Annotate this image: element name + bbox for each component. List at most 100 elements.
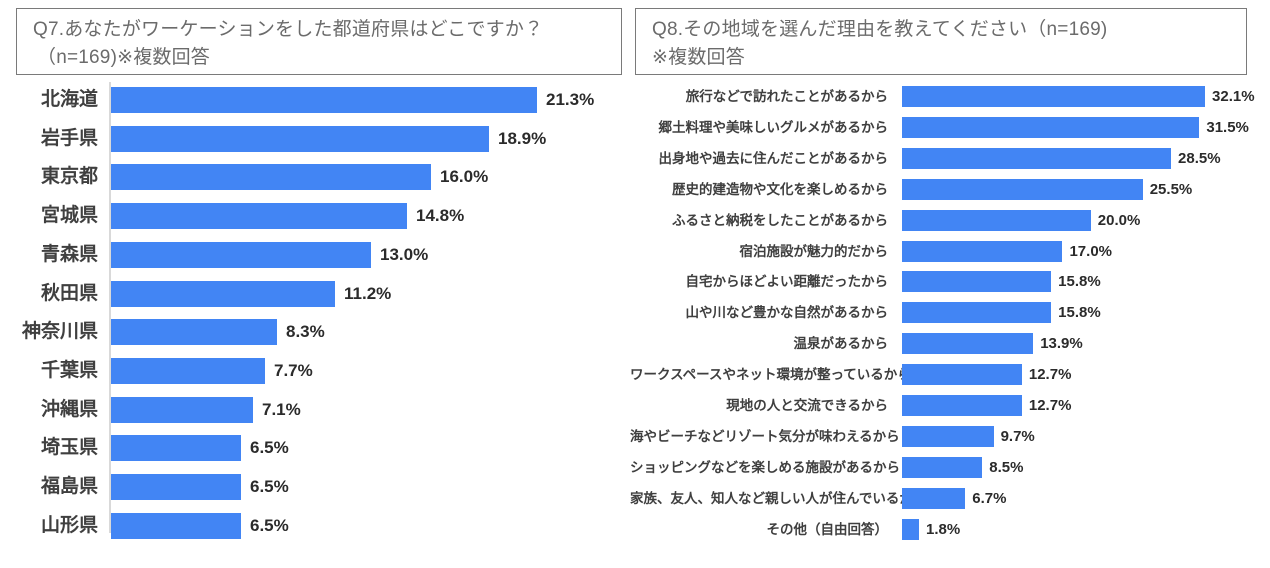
bar xyxy=(902,333,1034,355)
value-label: 15.8% xyxy=(1058,304,1101,322)
bar xyxy=(902,487,966,509)
category-label: 郷土料理や美味しいグルメがあるから xyxy=(658,119,889,135)
chart-row: 埼玉県 6.5% xyxy=(0,430,630,466)
category-label: 旅行などで訪れたことがあるから xyxy=(685,89,888,104)
bar xyxy=(902,116,1200,138)
chart-row: 出身地や過去に住んだことがあるから 28.5% xyxy=(630,144,1270,173)
chart-row: 現地の人と交流できるから 12.7% xyxy=(630,391,1270,420)
question-7-title-line-2: （n=169)※複数回答 xyxy=(37,46,211,68)
bar xyxy=(111,435,241,462)
value-label: 17.0% xyxy=(1069,242,1113,260)
bar xyxy=(902,209,1091,231)
chart-row: 福島県 6.5% xyxy=(0,469,630,505)
value-label: 18.9% xyxy=(498,128,547,148)
chart-row: 北海道 21.3% xyxy=(0,82,630,118)
category-label: 岩手県 xyxy=(40,127,98,149)
chart-row: 自宅からほどよい距離だったから 15.8% xyxy=(630,267,1270,296)
category-label: 宮城県 xyxy=(40,205,98,227)
category-label: 山形県 xyxy=(40,514,98,536)
category-label: 東京都 xyxy=(40,166,98,188)
value-label: 28.5% xyxy=(1178,149,1221,167)
category-label: 沖縄県 xyxy=(40,398,98,420)
category-label: その他（自由回答） xyxy=(766,521,889,537)
bar xyxy=(111,512,241,539)
bar xyxy=(111,87,537,113)
category-label: 海やビーチなどリゾート気分が味わえるから xyxy=(630,428,900,444)
category-label: 秋田県 xyxy=(40,282,98,304)
bar xyxy=(111,164,431,191)
category-label: 温泉があるから xyxy=(793,336,889,352)
category-label: 千葉県 xyxy=(40,359,98,381)
value-label: 1.8% xyxy=(925,520,961,538)
chart-row: 神奈川県 8.3% xyxy=(0,314,630,350)
value-label: 13.0% xyxy=(380,244,429,264)
bar xyxy=(902,425,994,447)
value-label: 9.7% xyxy=(1000,427,1035,445)
value-label: 14.8% xyxy=(416,206,465,226)
bar xyxy=(111,357,265,384)
value-label: 7.7% xyxy=(274,360,313,380)
value-label: 6.5% xyxy=(250,438,289,458)
bar xyxy=(902,364,1022,386)
bar xyxy=(902,456,983,478)
question-8-title-line-2: ※複数回答 xyxy=(652,46,745,68)
chart-row: 沖縄県 7.1% xyxy=(0,392,630,428)
value-label: 25.5% xyxy=(1149,180,1193,198)
category-label: 現地の人と交流できるから xyxy=(726,398,888,413)
chart-row: 宮城県 14.8% xyxy=(0,198,630,234)
value-label: 6.5% xyxy=(250,477,289,496)
category-label: 歴史的建造物や文化を楽しめるから xyxy=(672,181,888,197)
category-label: 青森県 xyxy=(40,243,98,265)
chart-row: 山や川など豊かな自然があるから 15.8% xyxy=(630,298,1270,327)
question-7-title-line-1: Q7.あなたがワーケーションをした都道府県はどこですか？ xyxy=(33,19,544,40)
question-7-chart-plot-area: 北海道 21.3% 岩手県 18.9% 東京都 16.0% 宮城県 14.8% 青森県 13.0%… xyxy=(0,82,630,544)
category-label: ふるさと納税をしたことがあるから xyxy=(672,212,888,228)
value-label: 13.9% xyxy=(1040,335,1083,353)
bar xyxy=(902,240,1063,262)
question-7-category-axis xyxy=(109,82,111,533)
category-label: ワークスペースやネット環境が整っているから xyxy=(630,367,911,383)
value-label: 8.3% xyxy=(286,322,325,342)
bar xyxy=(902,86,1206,107)
bar xyxy=(111,319,277,346)
bar xyxy=(111,280,335,307)
chart-row: 歴史的建造物や文化を楽しめるから 25.5% xyxy=(630,175,1270,204)
value-label: 11.2% xyxy=(344,283,392,303)
chart-row: 山形県 6.5% xyxy=(0,508,630,544)
chart-row: 海やビーチなどリゾート気分が味わえるから 9.7% xyxy=(630,422,1270,451)
chart-row: 家族、友人、知人など親しい人が住んでいるから 6.7% xyxy=(630,484,1270,513)
chart-row: 宿泊施設が魅力的だから 17.0% xyxy=(630,237,1270,266)
question-8-chart-plot-area: 旅行などで訪れたことがあるから 32.1% 郷土料理や美味しいグルメがあるから 31.… xyxy=(630,82,1270,544)
bar xyxy=(111,125,489,152)
bar xyxy=(902,302,1052,324)
bar xyxy=(111,203,407,230)
value-label: 20.0% xyxy=(1097,211,1141,229)
bar xyxy=(111,241,371,268)
chart-row: 郷土料理や美味しいグルメがあるから 31.5% xyxy=(630,113,1270,142)
chart-row: 青森県 13.0% xyxy=(0,237,630,273)
question-7-title-box: Q7.あなたがワーケーションをした都道府県はどこですか？ （n=169)※複数回… xyxy=(16,8,622,75)
bar xyxy=(111,396,253,423)
category-label: 自宅からほどよい距離だったから xyxy=(685,274,889,290)
value-label: 15.8% xyxy=(1058,273,1101,291)
category-label: 宿泊施設が魅力的だから xyxy=(739,243,889,259)
chart-row: 岩手県 18.9% xyxy=(0,121,630,157)
chart-row: その他（自由回答） 1.8% xyxy=(630,515,1270,544)
value-label: 6.5% xyxy=(250,515,289,535)
chart-row: 秋田県 11.2% xyxy=(0,276,630,312)
value-label: 32.1% xyxy=(1212,88,1255,105)
bar xyxy=(902,271,1052,293)
chart-row: 温泉があるから 13.9% xyxy=(630,329,1270,358)
chart-row: ふるさと納税をしたことがあるから 20.0% xyxy=(630,206,1270,235)
value-label: 12.7% xyxy=(1028,366,1072,384)
chart-row: 旅行などで訪れたことがあるから 32.1% xyxy=(630,82,1270,111)
question-8-bar-chart: 旅行などで訪れたことがあるから 32.1% 郷土料理や美味しいグルメがあるから 31.… xyxy=(630,82,1270,544)
bar xyxy=(902,178,1143,200)
question-7-bar-chart: 北海道 21.3% 岩手県 18.9% 東京都 16.0% 宮城県 14.8% 青森県 13.0%… xyxy=(0,82,630,544)
category-label: 北海道 xyxy=(40,89,98,110)
category-label: 山や川など豊かな自然があるから xyxy=(685,305,889,321)
value-label: 8.5% xyxy=(989,458,1024,476)
chart-row: 東京都 16.0% xyxy=(0,159,630,195)
chart-row: ワークスペースやネット環境が整っているから 12.7% xyxy=(630,360,1270,389)
